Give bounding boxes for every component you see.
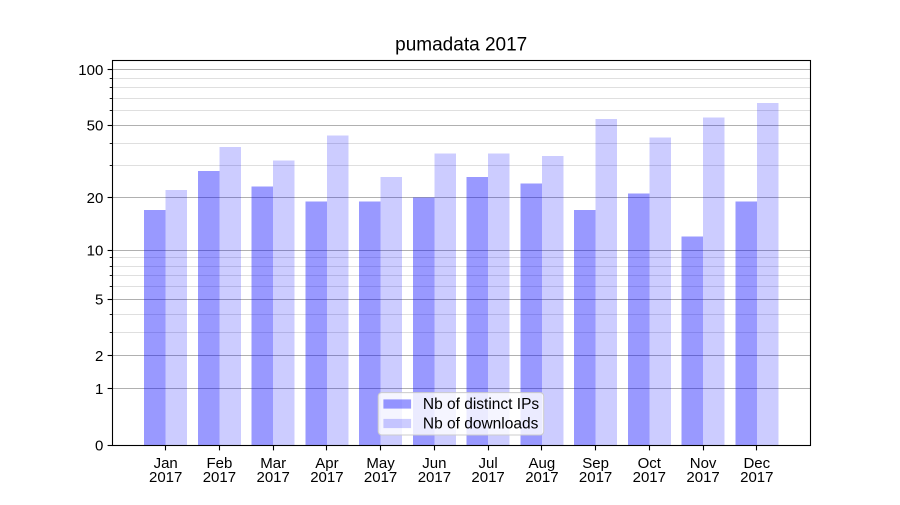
svg-text:Nb of downloads: Nb of downloads xyxy=(423,416,539,433)
svg-text:2017: 2017 xyxy=(364,469,397,486)
svg-text:0: 0 xyxy=(95,437,103,454)
svg-text:2: 2 xyxy=(95,348,103,365)
svg-text:5: 5 xyxy=(95,292,103,309)
svg-text:2017: 2017 xyxy=(740,469,773,486)
svg-text:2017: 2017 xyxy=(310,469,343,486)
svg-text:2017: 2017 xyxy=(579,469,612,486)
svg-text:2017: 2017 xyxy=(418,469,451,486)
svg-text:100: 100 xyxy=(78,62,103,79)
svg-text:Jun: Jun xyxy=(422,455,446,472)
svg-text:Jul: Jul xyxy=(479,455,498,472)
svg-text:pumadata 2017: pumadata 2017 xyxy=(395,35,527,56)
svg-text:2017: 2017 xyxy=(471,469,504,486)
svg-text:Mar: Mar xyxy=(260,455,286,472)
svg-text:Oct: Oct xyxy=(638,455,662,472)
svg-text:2017: 2017 xyxy=(633,469,666,486)
svg-text:20: 20 xyxy=(87,190,104,207)
svg-text:10: 10 xyxy=(87,242,104,259)
svg-text:Aug: Aug xyxy=(529,455,556,472)
svg-text:Feb: Feb xyxy=(206,455,232,472)
svg-text:May: May xyxy=(366,455,395,472)
svg-text:50: 50 xyxy=(87,118,104,135)
svg-text:Sep: Sep xyxy=(582,455,609,472)
svg-text:Jan: Jan xyxy=(154,455,178,472)
svg-text:Nov: Nov xyxy=(690,455,717,472)
svg-text:Nb of distinct IPs: Nb of distinct IPs xyxy=(423,396,540,413)
svg-text:Apr: Apr xyxy=(315,455,338,472)
svg-text:Dec: Dec xyxy=(743,455,770,472)
svg-text:2017: 2017 xyxy=(149,469,182,486)
svg-text:2017: 2017 xyxy=(686,469,719,486)
svg-text:1: 1 xyxy=(95,381,103,398)
svg-text:2017: 2017 xyxy=(525,469,558,486)
svg-text:2017: 2017 xyxy=(257,469,290,486)
svg-text:2017: 2017 xyxy=(203,469,236,486)
